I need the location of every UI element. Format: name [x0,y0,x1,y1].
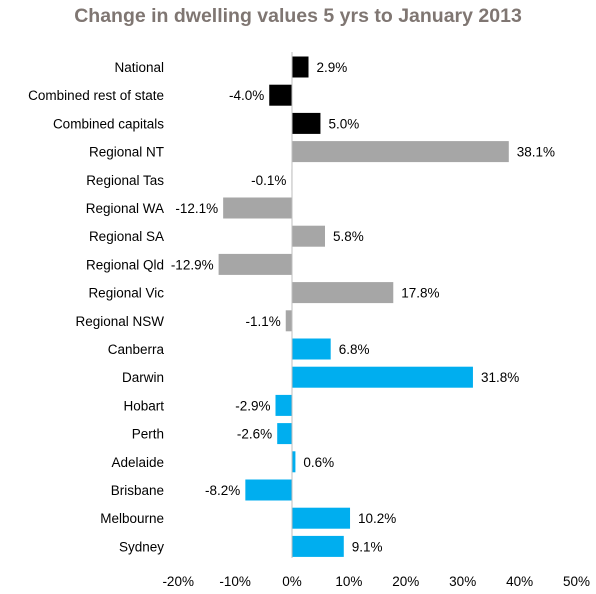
data-label: -2.6% [237,427,272,442]
bar-hobart [275,394,292,416]
category-label: Sydney [119,539,164,554]
bar-melbourne [292,507,351,529]
category-label: Combined rest of state [28,88,164,103]
bar-regional-wa [223,197,292,219]
data-label: 31.8% [481,370,519,385]
category-label: Regional Qld [86,257,164,272]
category-label: National [114,60,164,75]
category-label: Hobart [123,398,164,413]
x-tick-label: -20% [162,574,194,589]
x-tick-label: 40% [506,574,533,589]
bar-perth [277,423,292,445]
bar-regional-nt [292,141,509,163]
x-tick-label: 30% [449,574,476,589]
x-tick-label: -10% [219,574,251,589]
data-label: 10.2% [358,511,396,526]
category-label: Brisbane [111,483,164,498]
category-label: Combined capitals [53,116,164,131]
bar-regional-nsw [285,310,292,332]
category-label: Regional NT [89,145,164,160]
bar-combined-capitals [292,112,321,134]
category-label: Darwin [122,370,164,385]
bar-darwin [292,366,473,388]
bar-regional-vic [292,282,394,304]
bar-canberra [292,338,331,360]
x-tick-label: 0% [282,574,302,589]
x-tick-label: 10% [335,574,362,589]
chart-title: Change in dwelling values 5 yrs to Janua… [74,5,522,27]
category-label: Adelaide [111,455,164,470]
data-label: -4.0% [229,88,264,103]
data-label: -2.9% [235,398,270,413]
data-labels-layer: 2.9% -4.0% 5.0% 38.1% -0.1% -12.1% 5.8% -12.9% 1… [171,60,555,554]
category-label: Regional WA [86,201,164,216]
bar-combined-rest-of-state [269,84,292,106]
x-tick-label: 50% [563,574,590,589]
bar-national [292,56,309,78]
data-label: -0.1% [251,173,286,188]
tick-labels-layer: -20% -10% 0% 10% 20% 30% 40% 50% [162,574,590,589]
data-label: -12.9% [171,257,214,272]
category-label: Regional Vic [88,286,164,301]
category-label: Regional NSW [75,314,164,329]
data-label: 0.6% [303,455,334,470]
category-label: Canberra [108,342,165,357]
bar-brisbane [245,479,292,501]
bar-sydney [292,535,344,557]
data-label: 6.8% [339,342,370,357]
category-label: Regional Tas [86,173,164,188]
category-label: Melbourne [100,511,164,526]
bar-regional-sa [292,225,326,247]
bar-regional-qld [218,253,292,275]
category-label: Perth [132,427,164,442]
data-label: 2.9% [317,60,348,75]
data-label: -8.2% [205,483,240,498]
data-label: 5.0% [328,116,359,131]
data-label: -1.1% [245,314,280,329]
category-labels-layer: National Combined rest of state Combined c… [28,60,164,554]
data-label: -12.1% [175,201,218,216]
x-tick-label: 20% [392,574,419,589]
data-label: 38.1% [517,145,555,160]
data-label: 17.8% [401,286,439,301]
bar-adelaide [292,451,296,473]
data-label: 5.8% [333,229,364,244]
bars-layer [218,56,509,557]
data-label: 9.1% [352,539,383,554]
category-label: Regional SA [89,229,164,244]
